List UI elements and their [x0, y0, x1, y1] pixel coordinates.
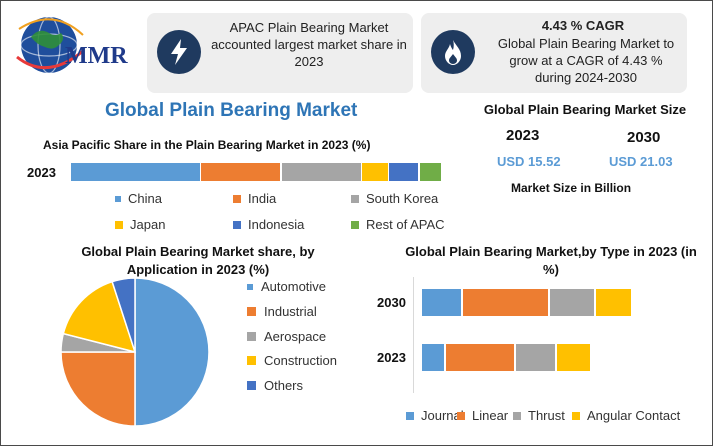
logo-text: MMR [65, 43, 128, 69]
bar-segment-linear [445, 344, 514, 371]
bar-segment-thrust [515, 344, 555, 371]
legend-others-swatch [247, 381, 256, 390]
globe-icon [16, 16, 84, 74]
legend-industrial: Industrial [247, 304, 317, 319]
bar-segment-japan [362, 163, 388, 181]
legend-india: India [233, 191, 276, 206]
bar-segment-indonesia [389, 163, 419, 181]
type-chart-title: Global Plain Bearing Market,by Type in 2… [405, 244, 697, 277]
legend-indonesia-swatch [233, 220, 241, 229]
legend-south-korea-swatch [351, 194, 359, 203]
type-chart-axis [413, 277, 414, 393]
market-size-year-2023: 2023 [506, 127, 540, 144]
legend-thrust-swatch [513, 411, 521, 420]
lightning-badge [157, 30, 201, 74]
legend-linear-label: Linear [472, 408, 509, 423]
legend-others: Others [247, 378, 303, 393]
pie-slice-others [111, 277, 136, 353]
pie-slice-industrial [60, 351, 136, 427]
legend-india-swatch [233, 194, 241, 203]
legend-china-swatch [115, 195, 121, 202]
legend-aerospace: Aerospace [247, 329, 326, 344]
legend-indonesia: Indonesia [233, 217, 304, 232]
market-size-value-2023: USD 15.52 [497, 154, 561, 169]
legend-construction: Construction [247, 353, 337, 368]
lightning-icon [171, 39, 187, 65]
legend-others-label: Others [264, 378, 304, 393]
legend-indonesia-label: Indonesia [248, 217, 305, 232]
market-size-year-2030: 2030 [627, 129, 661, 146]
bar-segment-journal [422, 344, 444, 371]
legend-japan-label: Japan [130, 217, 166, 232]
legend-construction-label: Construction [264, 353, 337, 368]
apac-share-card: APAC Plain Bearing Market accounted larg… [147, 13, 413, 93]
bar-segment-linear [463, 289, 549, 316]
type-stacked-bar-2030 [422, 289, 633, 316]
legend-thrust-label: Thrust [528, 408, 565, 423]
legend-japan: Japan [115, 217, 165, 232]
legend-journal: Journal [406, 408, 464, 423]
bar-segment-angular-contact [596, 289, 631, 316]
market-size-value-2030: USD 21.03 [609, 154, 673, 169]
application-pie-chart [60, 277, 210, 427]
flame-icon [445, 40, 461, 65]
bar-segment-angular-contact [556, 344, 590, 371]
legend-india-label: India [248, 191, 277, 206]
legend-china: China [115, 191, 162, 206]
legend-linear-swatch [457, 411, 465, 420]
legend-journal-swatch [406, 411, 414, 420]
legend-journal-label: Journal [421, 408, 464, 423]
legend-angular-contact-label: Angular Contact [587, 408, 681, 423]
legend-angular-contact-swatch [572, 411, 580, 420]
legend-rest-of-apac-swatch [351, 220, 359, 229]
legend-linear: Linear [457, 408, 508, 423]
type-bar-label-2030: 2030 [377, 295, 406, 310]
application-chart-title: Global Plain Bearing Market share, by Ap… [81, 244, 315, 277]
logo: MMR [9, 7, 139, 87]
legend-angular-contact: Angular Contact [572, 408, 680, 423]
apac-share-text: APAC Plain Bearing Market accounted larg… [211, 20, 407, 69]
legend-china-label: China [128, 191, 162, 206]
type-bar-label-2023: 2023 [377, 350, 406, 365]
bar-segment-journal [422, 289, 462, 316]
legend-automotive-label: Automotive [261, 279, 327, 294]
pie-slice-automotive [134, 277, 210, 427]
legend-aerospace-label: Aerospace [264, 329, 327, 344]
apac-chart-title: Asia Pacific Share in the Plain Bearing … [43, 138, 371, 152]
main-title: Global Plain Bearing Market [105, 100, 358, 121]
legend-industrial-label: Industrial [264, 304, 317, 319]
legend-construction-swatch [247, 356, 256, 365]
cagr-card: 4.43 % CAGR Global Plain Bearing Market … [421, 13, 687, 93]
flame-badge [431, 30, 475, 74]
bar-segment-china [71, 163, 200, 181]
legend-rest-of-apac: Rest of APAC [351, 217, 445, 232]
market-size-title: Global Plain Bearing Market Size [483, 102, 687, 117]
legend-aerospace-swatch [247, 332, 256, 341]
market-size-caption: Market Size in Billion [511, 181, 632, 195]
legend-industrial-swatch [247, 307, 256, 316]
cagr-title: 4.43 % CAGR [541, 18, 625, 33]
bar-segment-thrust [550, 289, 594, 316]
legend-south-korea: South Korea [351, 191, 438, 206]
legend-automotive-swatch [247, 283, 253, 290]
apac-stacked-bar [71, 163, 443, 181]
bar-segment-india [201, 163, 281, 181]
legend-automotive: Automotive [247, 279, 326, 294]
bar-segment-south-korea [281, 163, 361, 181]
legend-south-korea-label: South Korea [366, 191, 439, 206]
legend-thrust: Thrust [513, 408, 565, 423]
legend-japan-swatch [115, 220, 123, 229]
apac-bar-label-2023: 2023 [27, 165, 56, 180]
cagr-text: Global Plain Bearing Market to grow at a… [497, 36, 675, 85]
type-stacked-bar-2023 [422, 344, 633, 371]
bar-segment-rest-of-apac [419, 163, 442, 181]
legend-rest-of-apac-label: Rest of APAC [366, 217, 445, 232]
